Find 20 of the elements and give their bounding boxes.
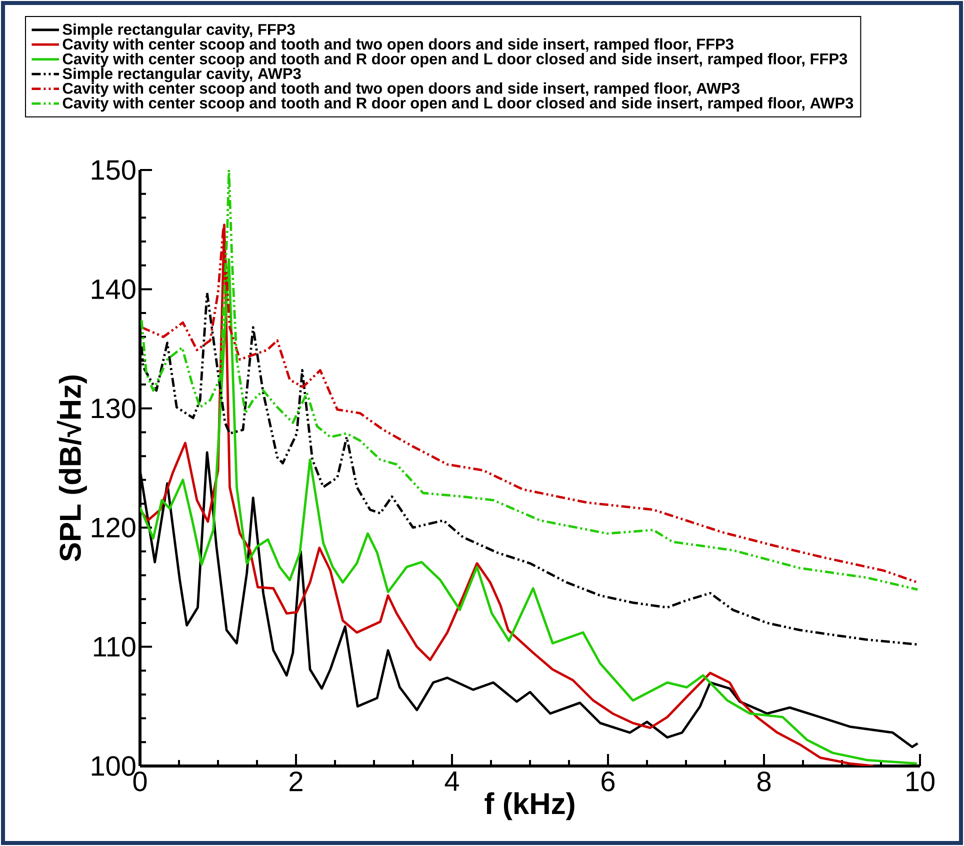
- x-tick-label: 6: [602, 772, 615, 792]
- legend-label: Cavity with center scoop and tooth and two open doors and side insert, ramped floor, AWP3: [62, 82, 740, 97]
- legend-label: Simple rectangular cavity, AWP3: [62, 68, 301, 82]
- y-tick-label: 110: [94, 636, 136, 657]
- x-axis-title: f (kHz): [484, 792, 574, 820]
- legend-label: Cavity with center scoop and tooth and R door open and L door closed and side insert, ramped floor, AWP3: [62, 97, 854, 112]
- y-tick-label: 150: [92, 160, 136, 180]
- x-tick-label: 2: [290, 772, 302, 792]
- legend-label: Simple rectangular cavity, FFP3: [62, 24, 295, 38]
- x-tick-label: 4: [444, 772, 459, 791]
- y-tick-label: 140: [92, 279, 136, 300]
- x-tick-label: 10: [906, 772, 934, 792]
- legend-label: Cavity with center scoop and tooth and R door open and L door closed and side insert, ramped floor, FFP3: [62, 52, 848, 68]
- x-tick-label: 0: [133, 772, 147, 792]
- legend-label: Cavity with center scoop and tooth and two open doors and side insert, ramped floor, FFP3: [62, 38, 734, 53]
- y-tick-label: 100: [92, 756, 136, 776]
- y-tick-label: 130: [92, 398, 136, 418]
- y-axis-title: SPL (dB/√Hz): [56, 375, 87, 562]
- y-tick-label: 120: [92, 518, 136, 538]
- x-tick-label: 8: [757, 772, 771, 792]
